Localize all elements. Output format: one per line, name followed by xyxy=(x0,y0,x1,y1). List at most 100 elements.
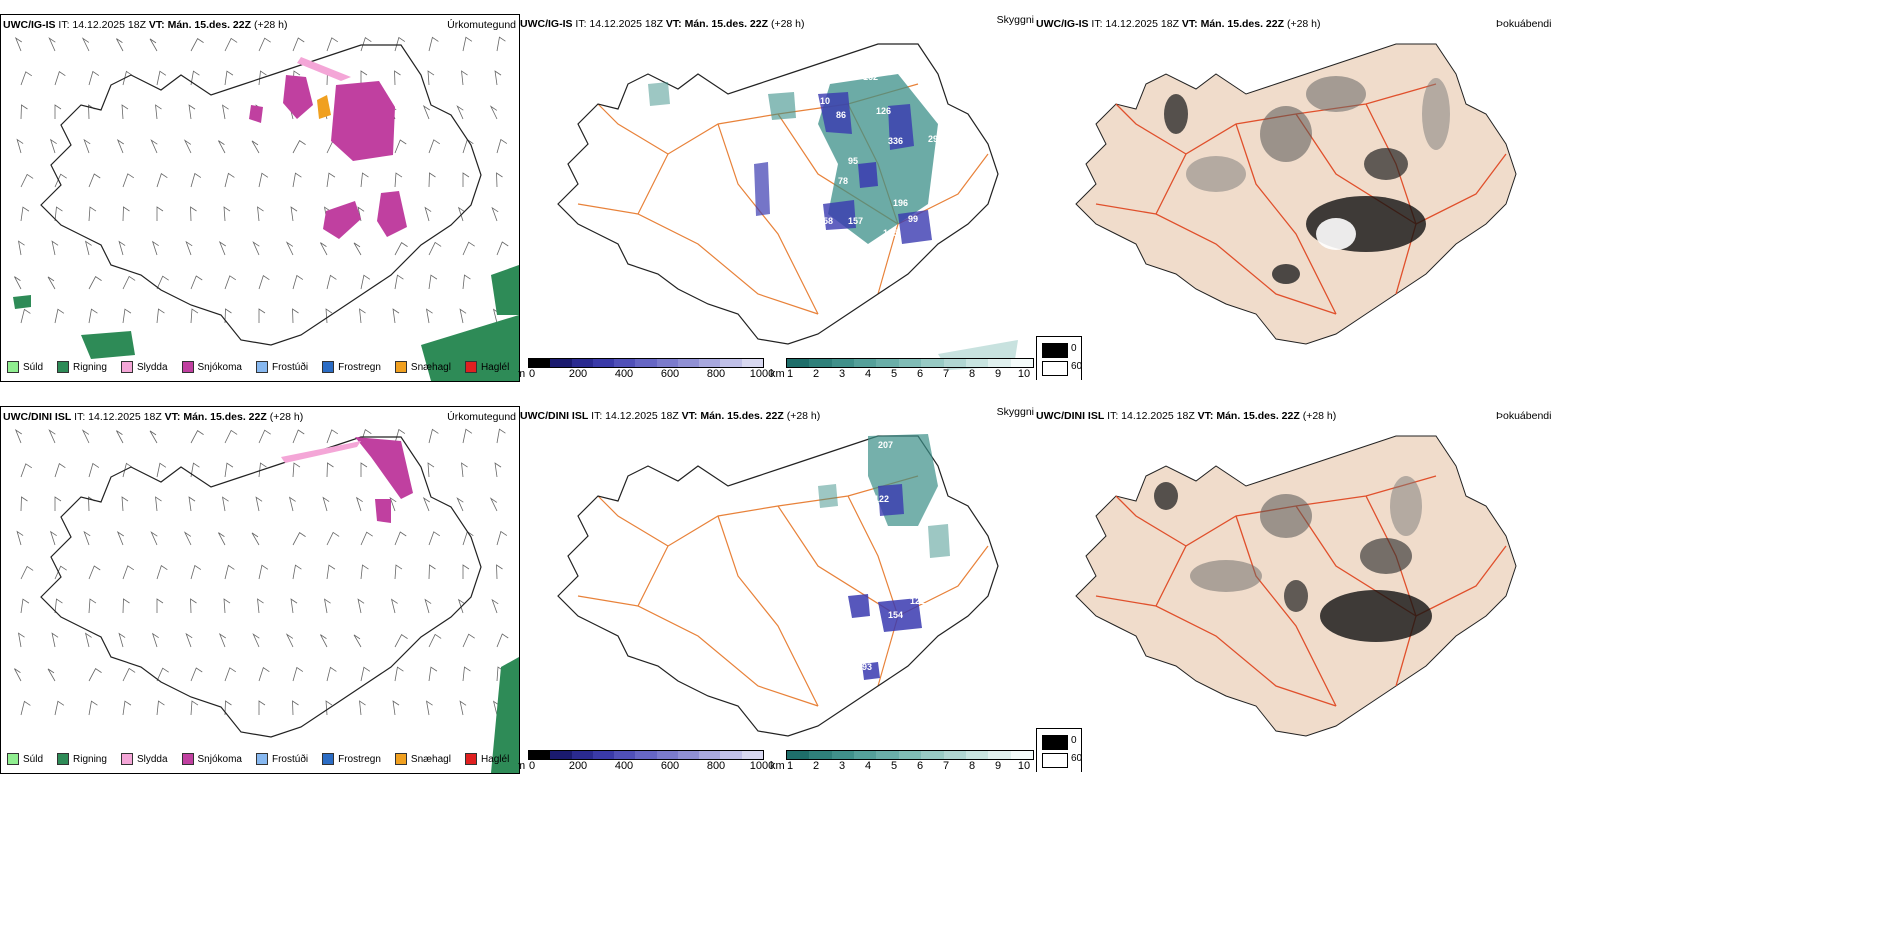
wind-barb xyxy=(462,241,475,256)
wind-barb xyxy=(54,71,66,86)
wind-barb xyxy=(88,462,100,478)
visibility-colorbar: 1 2 3 4 5 6 7 8 9 10 km xyxy=(770,750,1034,772)
legend-item: Slydda xyxy=(120,361,168,373)
wind-barb xyxy=(48,37,56,52)
colorbar-segment xyxy=(614,359,636,367)
wind-barb xyxy=(20,308,31,324)
coastline xyxy=(557,435,999,737)
wind-barb xyxy=(150,139,158,154)
legend-item: Rigning xyxy=(57,361,107,373)
wind-barb xyxy=(496,138,508,154)
wind-barb xyxy=(188,496,196,512)
colorbar-segment xyxy=(741,751,763,759)
legend-swatch xyxy=(181,753,194,765)
wind-barb xyxy=(326,37,339,52)
wind-barb xyxy=(218,140,226,154)
legend-item: Slydda xyxy=(120,753,168,765)
wind-barb xyxy=(427,462,435,478)
wind-barb xyxy=(290,598,298,614)
ceiling-label: 154 xyxy=(888,610,903,620)
wind-barb xyxy=(496,241,509,256)
panel-header: UWC/IG-IS IT: 14.12.2025 18Z VT: Mán. 15… xyxy=(520,18,805,30)
wind-barb xyxy=(18,240,25,256)
wind-barb xyxy=(156,700,165,716)
legend-item: Frostregn xyxy=(322,361,381,373)
wind-barb xyxy=(20,700,31,716)
wind-barb xyxy=(258,429,271,444)
wind-barb xyxy=(83,530,91,546)
coastline xyxy=(40,436,482,738)
legend-item: Haglél xyxy=(464,753,509,765)
legend-swatch xyxy=(464,361,477,373)
precip-shading xyxy=(281,437,519,773)
wind-barb xyxy=(49,138,57,154)
wind-barb xyxy=(224,564,235,580)
wind-barb xyxy=(54,565,67,580)
panel-title: Úrkomutegund xyxy=(447,19,516,31)
wind-barb xyxy=(48,429,56,444)
wind-barb xyxy=(462,428,473,444)
wind-barb xyxy=(257,206,264,222)
wind-barb xyxy=(258,667,270,682)
colorbar-tick: 6 xyxy=(916,368,924,380)
colorbar-segment xyxy=(656,751,678,759)
colorbar-segment xyxy=(988,359,1011,367)
wind-barb xyxy=(462,274,471,290)
wind-barb xyxy=(394,36,406,52)
road xyxy=(597,103,669,155)
road xyxy=(1095,203,1337,315)
legend-item: Snæhagl xyxy=(394,753,451,765)
wind-barb xyxy=(155,104,162,120)
visibility-shading xyxy=(648,74,1018,370)
wind-barb xyxy=(360,70,368,85)
legend-label: Snæhagl xyxy=(410,753,451,765)
colorbar-tick: 8 xyxy=(968,760,976,772)
land xyxy=(1075,43,1517,345)
wind-barb xyxy=(496,530,508,546)
wind-barb xyxy=(51,632,59,648)
wind-barb xyxy=(353,242,362,256)
ceiling-label: 29 xyxy=(928,134,938,144)
colorbar-segment xyxy=(571,359,593,367)
wind-barb xyxy=(88,206,97,222)
road xyxy=(1415,545,1507,617)
legend-swatch xyxy=(394,361,407,373)
colorbar-tick: 1000 xyxy=(749,368,775,380)
colorbar-tick: 10 xyxy=(1017,760,1031,772)
wind-barb xyxy=(394,634,408,648)
wind-barb xyxy=(14,36,22,52)
colorbar-tick: 1 xyxy=(786,760,794,772)
wind-barb xyxy=(457,206,465,222)
wind-barb xyxy=(121,496,129,512)
precip-legend: Súld Rigning Slydda Snjókoma Frostúði Frostre… xyxy=(1,750,509,768)
wind-barb xyxy=(292,274,304,290)
ceiling-label: 371 xyxy=(801,86,816,96)
wind-barb xyxy=(322,496,330,512)
colorbar-segment xyxy=(854,751,877,759)
wind-barb xyxy=(188,104,196,120)
wind-barb xyxy=(190,172,202,188)
colorbar-segment xyxy=(699,359,721,367)
ceiling-label: 157 xyxy=(848,216,863,226)
fog-legend: 0 60 xyxy=(1036,728,1082,772)
colorbar-tick: 7 xyxy=(942,368,950,380)
wind-barb xyxy=(54,206,63,222)
wind-barb xyxy=(462,666,471,682)
wind-barb xyxy=(88,70,100,86)
wind-barb xyxy=(156,275,169,290)
wind-barb xyxy=(359,700,366,716)
road xyxy=(1365,495,1417,687)
ceiling-label: 195 xyxy=(883,228,898,238)
wind-barb xyxy=(88,173,101,188)
wind-barb xyxy=(156,462,167,478)
wind-barb xyxy=(428,666,438,682)
wind-barb xyxy=(54,496,62,511)
wind-barb xyxy=(255,496,263,512)
wind-barb xyxy=(462,633,475,648)
legend-item: Haglél xyxy=(464,361,509,373)
wind-barb xyxy=(151,240,159,256)
wind-barb xyxy=(118,632,126,648)
wind-barb xyxy=(88,565,101,580)
wind-barb xyxy=(494,462,502,478)
wind-barb xyxy=(20,565,34,580)
